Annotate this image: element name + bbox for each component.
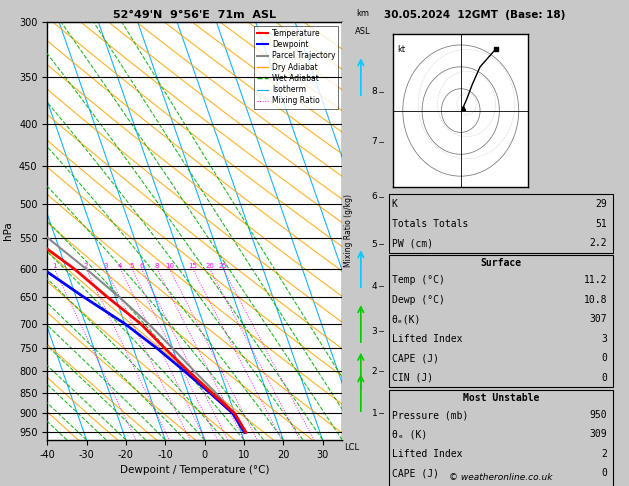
Text: Lifted Index: Lifted Index <box>392 334 462 344</box>
Text: θₑ(K): θₑ(K) <box>392 314 421 324</box>
Text: 8: 8 <box>155 263 159 269</box>
Text: © weatheronline.co.uk: © weatheronline.co.uk <box>449 473 553 482</box>
Text: Totals Totals: Totals Totals <box>392 219 468 228</box>
Text: CAPE (J): CAPE (J) <box>392 469 439 478</box>
Text: Surface: Surface <box>481 258 521 268</box>
Text: 2: 2 <box>601 449 607 459</box>
Text: 309: 309 <box>589 430 607 439</box>
Text: 15: 15 <box>188 263 197 269</box>
Text: 29: 29 <box>595 199 607 209</box>
Text: 3: 3 <box>104 263 108 269</box>
Text: 0: 0 <box>601 353 607 363</box>
Text: 4: 4 <box>372 281 377 291</box>
Text: 2: 2 <box>372 367 377 376</box>
Text: 5: 5 <box>130 263 134 269</box>
Text: 5: 5 <box>372 240 377 249</box>
Text: kt: kt <box>397 45 405 54</box>
Text: 1: 1 <box>52 263 57 269</box>
Text: 6: 6 <box>372 192 377 201</box>
Text: 3: 3 <box>372 327 377 336</box>
Text: CIN (J): CIN (J) <box>392 373 433 382</box>
X-axis label: Dewpoint / Temperature (°C): Dewpoint / Temperature (°C) <box>120 465 269 475</box>
Text: 4: 4 <box>118 263 123 269</box>
Legend: Temperature, Dewpoint, Parcel Trajectory, Dry Adiabat, Wet Adiabat, Isotherm, Mi: Temperature, Dewpoint, Parcel Trajectory… <box>253 26 338 108</box>
Text: km: km <box>357 9 369 18</box>
Text: 2: 2 <box>84 263 88 269</box>
Text: 20: 20 <box>205 263 214 269</box>
Text: PW (cm): PW (cm) <box>392 238 433 248</box>
Text: 7: 7 <box>372 137 377 146</box>
Text: Mixing Ratio (g/kg): Mixing Ratio (g/kg) <box>344 194 353 267</box>
Text: Most Unstable: Most Unstable <box>463 393 539 402</box>
Text: Pressure (mb): Pressure (mb) <box>392 410 468 420</box>
Text: 51: 51 <box>595 219 607 228</box>
Text: 0: 0 <box>601 469 607 478</box>
Text: 6: 6 <box>139 263 144 269</box>
Text: 11.2: 11.2 <box>584 276 607 285</box>
Text: 307: 307 <box>589 314 607 324</box>
Text: Lifted Index: Lifted Index <box>392 449 462 459</box>
Y-axis label: hPa: hPa <box>3 222 13 240</box>
Text: Dewp (°C): Dewp (°C) <box>392 295 445 305</box>
Text: ASL: ASL <box>355 27 370 36</box>
Text: 10: 10 <box>165 263 174 269</box>
Text: 10.8: 10.8 <box>584 295 607 305</box>
Text: CAPE (J): CAPE (J) <box>392 353 439 363</box>
Text: 950: 950 <box>589 410 607 420</box>
Text: 0: 0 <box>601 373 607 382</box>
Text: K: K <box>392 199 398 209</box>
Title: 52°49'N  9°56'E  71m  ASL: 52°49'N 9°56'E 71m ASL <box>113 10 276 20</box>
Text: 30.05.2024  12GMT  (Base: 18): 30.05.2024 12GMT (Base: 18) <box>384 10 565 20</box>
Text: 2.2: 2.2 <box>589 238 607 248</box>
Text: 1: 1 <box>372 409 377 417</box>
Text: 3: 3 <box>601 334 607 344</box>
Text: Temp (°C): Temp (°C) <box>392 276 445 285</box>
Text: LCL: LCL <box>344 443 359 452</box>
Text: θₑ (K): θₑ (K) <box>392 430 427 439</box>
Text: 25: 25 <box>219 263 228 269</box>
Text: 8: 8 <box>372 87 377 96</box>
